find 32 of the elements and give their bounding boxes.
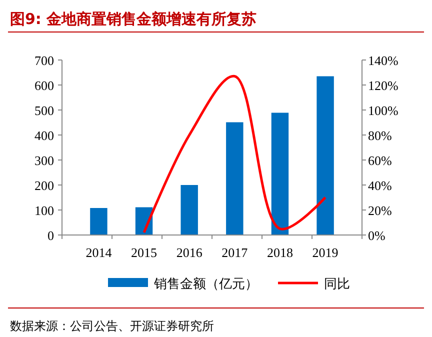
x-tick-label: 2017 bbox=[222, 245, 248, 260]
y-tick-label: 200 bbox=[34, 178, 54, 193]
bar bbox=[271, 112, 289, 235]
y2-tick-label: 40% bbox=[368, 178, 392, 193]
y2-tick-label: 0% bbox=[368, 228, 386, 243]
legend-label: 同比 bbox=[324, 277, 350, 292]
legend-label: 销售金额（亿元） bbox=[153, 277, 258, 292]
y2-tick-label: 120% bbox=[368, 78, 398, 93]
y-tick-label: 500 bbox=[34, 103, 54, 118]
x-tick-label: 2018 bbox=[266, 245, 293, 260]
bar bbox=[316, 76, 334, 235]
y-tick-label: 700 bbox=[34, 53, 54, 68]
x-tick-label: 2016 bbox=[176, 245, 203, 260]
y2-tick-label: 60% bbox=[368, 153, 392, 168]
y2-tick-label: 100% bbox=[368, 103, 398, 118]
y-tick-label: 600 bbox=[34, 78, 54, 93]
x-tick-label: 2019 bbox=[312, 245, 338, 260]
line-series bbox=[142, 75, 327, 234]
y2-tick-label: 20% bbox=[368, 203, 392, 218]
y-tick-label: 0 bbox=[48, 228, 54, 243]
x-tick-label: 2014 bbox=[86, 245, 112, 260]
y-tick-label: 300 bbox=[34, 153, 54, 168]
y-tick-label: 100 bbox=[34, 203, 54, 218]
y2-tick-label: 140% bbox=[368, 53, 398, 68]
x-tick-label: 2015 bbox=[131, 245, 158, 260]
chart-title: 图9: 金地商置销售金额增速有所复苏 bbox=[10, 10, 257, 28]
bar bbox=[226, 122, 244, 235]
y-tick-label: 400 bbox=[34, 128, 54, 143]
bar bbox=[90, 208, 108, 235]
source-note: 数据来源：公司公告、开源证券研究所 bbox=[10, 319, 214, 333]
y2-tick-label: 80% bbox=[368, 128, 392, 143]
bar bbox=[180, 185, 198, 235]
